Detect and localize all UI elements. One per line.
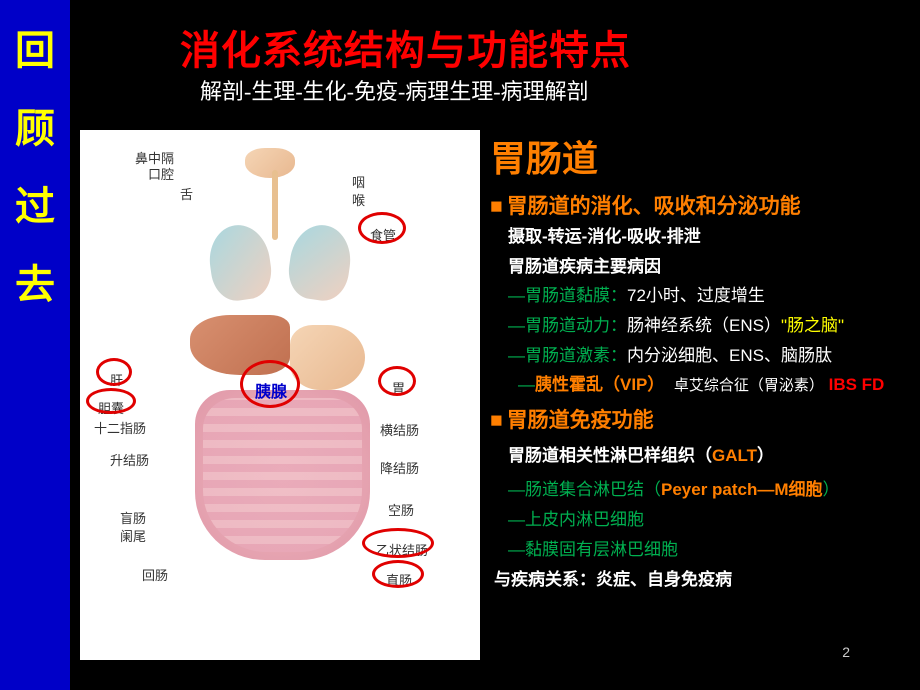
content-panel: 胃肠道 胃肠道的消化、吸收和分泌功能 摄取-转运-消化-吸收-排泄 胃肠道疾病主… xyxy=(490,130,920,598)
page-number: 2 xyxy=(842,644,850,660)
s1-b2: —胃肠道动力：肠神经系统（ENS）"肠之脑" xyxy=(508,314,920,339)
s1-b4-b: 卓艾综合征（胃泌素） xyxy=(674,377,824,394)
circle-yixian xyxy=(240,360,300,408)
circle-gan xyxy=(96,358,132,386)
sidebar-char-1: 回 xyxy=(15,18,55,76)
s2-b3: —黏膜固有层淋巴细胞 xyxy=(508,538,920,563)
shape-lung-right xyxy=(285,221,355,304)
s1-b2-post: "肠之脑" xyxy=(781,316,844,335)
content-heading: 胃肠道 xyxy=(490,130,920,182)
label-jiangjiechang: 降结肠 xyxy=(380,458,419,477)
slide-subtitle: 解剖-生理-生化-免疫-病理生理-病理解剖 xyxy=(200,74,589,106)
s1-b2-mid: 肠神经系统（ENS） xyxy=(627,316,781,335)
s1-b1: —胃肠道黏膜：72小时、过度增生 xyxy=(508,284,920,309)
sidebar-char-3: 过 xyxy=(15,174,55,232)
sidebar: 回 顾 过 去 xyxy=(0,0,70,690)
s1-b4-a: 胰性霍乱（VIP） xyxy=(535,375,664,394)
main-area: 消化系统结构与功能特点 解剖-生理-生化-免疫-病理生理-病理解剖 鼻中隔 口腔… xyxy=(70,0,920,690)
label-kouqiang: 口腔 xyxy=(148,164,174,183)
circle-yizhuang xyxy=(362,528,434,558)
s1-line1: 摄取-转运-消化-吸收-排泄 xyxy=(508,225,920,250)
s1-b3-pre: —胃肠道激素： xyxy=(508,346,627,365)
circle-zhichang xyxy=(372,560,424,588)
label-lanwei: 阑尾 xyxy=(120,526,146,545)
shape-lungs xyxy=(210,225,350,305)
label-mangchang: 盲肠 xyxy=(120,508,146,527)
section2-title: 胃肠道免疫功能 xyxy=(490,404,920,434)
s1-b4-c: IBS FD xyxy=(829,375,885,394)
sidebar-char-2: 顾 xyxy=(15,96,55,154)
shape-lung-left xyxy=(205,221,275,304)
s2-b1-a: —肠道集合淋巴结（ xyxy=(508,480,661,499)
s2-b1-c: ） xyxy=(823,480,840,499)
label-hengjiechang: 横结肠 xyxy=(380,420,419,439)
s2-b1-b: Peyer patch—M细胞 xyxy=(661,480,823,499)
label-shengjiechang: 升结肠 xyxy=(110,450,149,469)
s1-b4: —胰性霍乱（VIP） 卓艾综合征（胃泌素） IBS FD xyxy=(518,373,920,398)
section1-title: 胃肠道的消化、吸收和分泌功能 xyxy=(490,190,920,220)
s1-b3: —胃肠道激素：内分泌细胞、ENS、脑肠肽 xyxy=(508,344,920,369)
label-yan: 咽 xyxy=(352,172,365,191)
s2-line1: 胃肠道相关性淋巴样组织（GALT） xyxy=(508,444,920,469)
slide-title: 消化系统结构与功能特点 xyxy=(180,18,631,76)
s1-b2-pre: —胃肠道动力： xyxy=(508,316,627,335)
sidebar-char-4: 去 xyxy=(15,252,55,310)
s1-b3-post: 内分泌细胞、ENS、脑肠肽 xyxy=(627,346,832,365)
label-shierchichang: 十二指肠 xyxy=(94,418,146,437)
circle-shiguan xyxy=(358,212,406,244)
circle-dannang xyxy=(86,388,136,414)
circle-wei xyxy=(378,366,416,396)
label-kongchang: 空肠 xyxy=(388,500,414,519)
s2-line1-c: ） xyxy=(757,446,774,465)
shape-intestines xyxy=(195,390,370,560)
shape-mouth xyxy=(245,148,295,178)
label-huichang: 回肠 xyxy=(142,565,168,584)
s1-b1-pre: —胃肠道黏膜： xyxy=(508,286,627,305)
s2-line2: 与疾病关系：炎症、自身免疫病 xyxy=(494,568,920,593)
s2-b1: —肠道集合淋巴结（Peyer patch—M细胞） xyxy=(508,478,920,503)
s1-line2: 胃肠道疾病主要病因 xyxy=(508,255,920,280)
s2-line1-b: GALT xyxy=(712,446,757,465)
s1-b4-pre: — xyxy=(518,375,535,394)
s2-line1-a: 胃肠道相关性淋巴样组织（ xyxy=(508,446,712,465)
s1-b1-post: 72小时、过度增生 xyxy=(627,286,765,305)
anatomy-diagram: 鼻中隔 口腔 舌 肝 胆囊 十二指肠 升结肠 盲肠 阑尾 回肠 咽 喉 食管 胃… xyxy=(80,130,480,660)
shape-stomach xyxy=(290,325,365,390)
label-hou: 喉 xyxy=(352,190,365,209)
s2-b2: —上皮内淋巴细胞 xyxy=(508,508,920,533)
label-she: 舌 xyxy=(180,184,193,203)
